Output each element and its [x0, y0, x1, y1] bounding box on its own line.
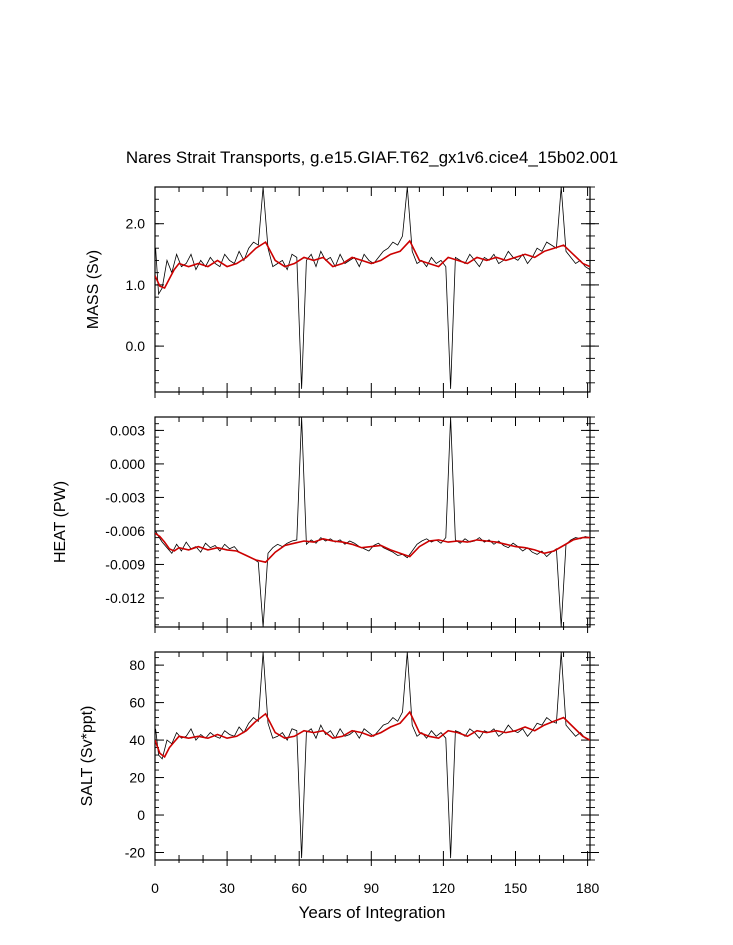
x-tick-label: 0 — [151, 880, 159, 896]
x-tick-label: 90 — [364, 880, 380, 896]
salt-smoothed-series-line — [155, 710, 590, 759]
heat-monthly-series-line — [155, 417, 590, 627]
mass-y-tick-label: 2.0 — [126, 216, 146, 232]
x-tick-label: 60 — [291, 880, 307, 896]
salt-panel: 80 60 40 20 0 -20 SALT (Sv*ppt) — [79, 651, 599, 866]
heat-y-tick-label: -0.012 — [105, 590, 145, 606]
heat-y-tick-label: -0.003 — [105, 489, 145, 505]
heat-frame — [154, 416, 591, 628]
mass-y-tick-label: 0.0 — [126, 338, 146, 354]
salt-y-tick-label: 40 — [129, 732, 145, 748]
salt-frame — [154, 651, 591, 861]
chart-title: Nares Strait Transports, g.e15.GIAF.T62_… — [126, 148, 618, 167]
salt-y-tick-label: 80 — [129, 657, 145, 673]
heat-y-tick-label: -0.006 — [105, 523, 145, 539]
heat-y-tick-label: -0.009 — [105, 556, 145, 572]
mass-panel: 0.0 1.0 2.0 MASS (Sv) — [85, 186, 599, 398]
salt-monthly-series-line — [155, 652, 590, 859]
salt-y-tick-label: -20 — [125, 845, 145, 861]
x-tick-label: 120 — [432, 880, 456, 896]
heat-y-tick-label: 0.003 — [110, 422, 145, 438]
salt-y-tick-label: 20 — [129, 770, 145, 786]
x-tick-label: 30 — [219, 880, 235, 896]
heat-y-tick-label: 0.000 — [110, 456, 145, 472]
heat-panel: 0.003 0.000 -0.003 -0.006 -0.009 -0.012 HEAT (… — [52, 416, 599, 633]
mass-frame — [154, 186, 591, 393]
heat-smoothed-series-line — [155, 532, 590, 564]
mass-y-tick-label: 1.0 — [126, 277, 146, 293]
salt-y-axis-label: SALT (Sv*ppt) — [79, 706, 96, 807]
mass-smoothed-series-line — [155, 239, 590, 290]
mass-y-axis-label: MASS (Sv) — [85, 250, 102, 329]
mass-monthly-series-line — [155, 187, 590, 389]
x-tick-label: 150 — [504, 880, 528, 896]
x-tick-label: 180 — [576, 880, 600, 896]
salt-y-tick-label: 60 — [129, 695, 145, 711]
x-axis-label: Years of Integration — [299, 903, 446, 922]
heat-y-axis-label: HEAT (PW) — [52, 481, 69, 563]
chart-panels: 0.0 1.0 2.0 MASS (Sv) 0.003 0.000 -0.003 -0.006… — [52, 186, 600, 896]
salt-y-tick-label: 0 — [137, 807, 145, 823]
